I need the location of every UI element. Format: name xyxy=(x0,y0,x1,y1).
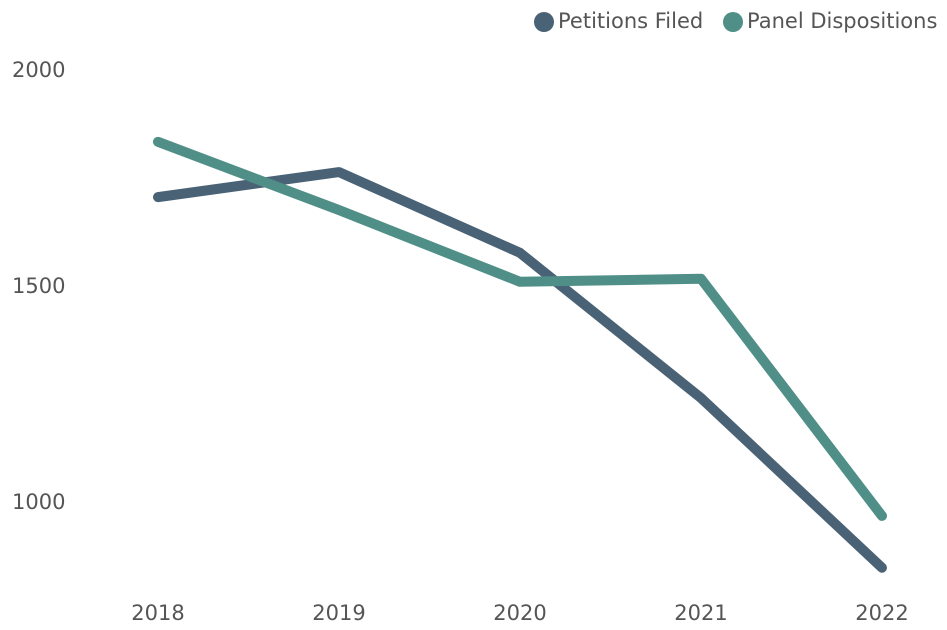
series-line xyxy=(153,136,887,521)
x-tick-label: 2018 xyxy=(131,601,184,625)
x-tick-label: 2022 xyxy=(855,601,908,625)
legend-swatch xyxy=(534,12,554,32)
y-tick-label: 1000 xyxy=(12,490,65,514)
y-tick-label: 1500 xyxy=(12,274,65,298)
legend-label: Panel Dispositions xyxy=(747,9,937,33)
x-tick-label: 2021 xyxy=(674,601,727,625)
x-tick-label: 2019 xyxy=(312,601,365,625)
legend-label: Petitions Filed xyxy=(558,9,703,33)
legend-swatch xyxy=(723,12,743,32)
series-line xyxy=(153,167,887,573)
x-tick-label: 2020 xyxy=(493,601,546,625)
y-tick-label: 2000 xyxy=(12,58,65,82)
